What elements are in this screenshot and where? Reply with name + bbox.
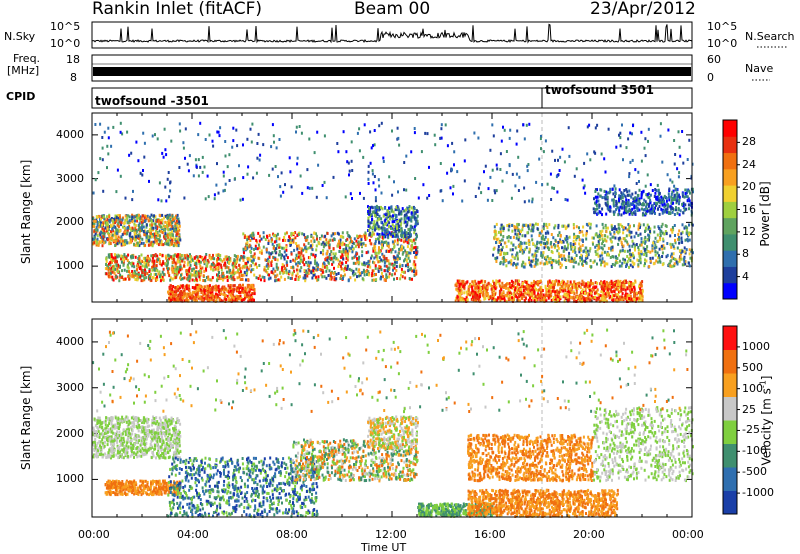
velocity-colorbar-frame — [722, 325, 738, 515]
velocity-colorbar-swatch — [723, 443, 737, 468]
x-tick-2: 08:00 — [276, 528, 308, 541]
power-colorbar-swatch — [723, 233, 737, 251]
nave-label: Nave — [745, 62, 774, 75]
power-colorbar-swatch — [723, 185, 737, 202]
y-tick-label: 1000 — [56, 259, 84, 273]
y-tick-label: 4000 — [56, 127, 84, 141]
beam-title: Beam 00 — [354, 0, 431, 19]
nsky-strip — [91, 21, 693, 49]
freq-tick-top: 18 — [66, 53, 80, 66]
cpid-entry-1: twofsound -3501 — [95, 94, 209, 108]
power-colorbar-swatch — [723, 120, 737, 137]
power-colorbar-tick-label: 12 — [742, 224, 756, 238]
nave-band — [93, 67, 691, 76]
cpid-entry-2: twofsound 3501 — [545, 83, 654, 97]
velocity-colorbar-tick-label: 25 — [742, 402, 756, 416]
power-colorbar-tick-label: 28 — [742, 135, 756, 149]
date-title: 23/Apr/2012 — [590, 0, 696, 19]
velocity-colorbar-tick-label: -25 — [742, 423, 760, 437]
x-tick-0: 00:00 — [78, 528, 110, 541]
freq-strip — [91, 54, 693, 82]
power-colorbar-tick-label: 20 — [742, 180, 756, 194]
nsky-tick-bottom: 10^0 — [50, 37, 81, 50]
power-scatter-cells — [92, 121, 694, 303]
y-tick-label: 4000 — [56, 334, 84, 348]
nave-tick-bottom: 0 — [707, 71, 714, 84]
velocity-colorbar-tick-label: 500 — [742, 360, 763, 374]
power-colorbar-swatch — [723, 168, 737, 186]
y-tick-label: 1000 — [56, 472, 84, 486]
nsearch-tick-top: 10^5 — [707, 20, 738, 33]
power-colorbar-swatch — [723, 266, 737, 284]
radar-title: Rankin Inlet (fitACF) — [92, 0, 263, 19]
nsky-label: N.Sky — [4, 30, 36, 43]
freq-label-1: Freq. — [13, 52, 41, 65]
power-colorbar-tick-label: 4 — [742, 269, 749, 283]
velocity-colorbar-tick-label: -1000 — [742, 486, 774, 500]
power-panel-frame — [91, 112, 693, 303]
nsearch-tick-bottom: 10^0 — [707, 37, 738, 50]
cpid-strip — [91, 87, 693, 109]
velocity-colorbar-swatch — [723, 396, 737, 421]
vel-panel-frame — [91, 318, 693, 518]
y-tick-label: 3000 — [56, 171, 84, 185]
vel-scatter-cells — [92, 328, 694, 518]
x-tick-3: 12:00 — [375, 528, 407, 541]
nsearch-label: N.Search — [745, 30, 795, 43]
y-tick-label: 2000 — [56, 215, 84, 229]
x-tick-1: 04:00 — [177, 528, 209, 541]
velocity-colorbar-swatch — [723, 420, 737, 444]
nsky-tick-top: 10^5 — [50, 20, 81, 33]
x-axis-label: Time UT — [361, 541, 407, 554]
power-colorbar-tick-label: 24 — [742, 157, 756, 171]
power-colorbar-tick-label: 16 — [742, 202, 756, 216]
cpid-label: CPID — [6, 90, 36, 103]
y-tick-label: 3000 — [56, 380, 84, 394]
velocity-colorbar-tick-label: -100 — [742, 444, 767, 458]
velocity-colorbar-swatch — [723, 326, 737, 350]
y-tick-label: 2000 — [56, 426, 84, 440]
velocity-colorbar-tick-label: 1000 — [742, 339, 770, 353]
x-tick-4: 16:00 — [474, 528, 506, 541]
power-colorbar-swatch — [723, 152, 737, 170]
x-tick-6: 00:00 — [672, 528, 704, 541]
velocity-colorbar-swatch — [723, 490, 737, 515]
velocity-colorbar-tick-label: -500 — [742, 465, 767, 479]
velocity-colorbar-swatch — [723, 373, 737, 397]
power-colorbar-swatch — [723, 282, 737, 300]
velocity-colorbar-swatch — [723, 467, 737, 491]
power-colorbar-swatch — [723, 217, 737, 235]
nsky-trace — [92, 23, 693, 44]
x-tick-5: 20:00 — [573, 528, 605, 541]
velocity-colorbar-swatch — [723, 349, 737, 374]
nave-tick-top: 60 — [707, 53, 721, 66]
power-colorbar-swatch — [723, 136, 737, 154]
power-colorbar-swatch — [723, 250, 737, 267]
velocity-colorbar-tick-label: 100 — [742, 381, 763, 395]
freq-label-2: [MHz] — [7, 64, 40, 77]
power-colorbar-tick-label: 8 — [742, 247, 749, 261]
power-colorbar-swatch — [723, 201, 737, 219]
freq-tick-bottom: 8 — [70, 71, 77, 84]
